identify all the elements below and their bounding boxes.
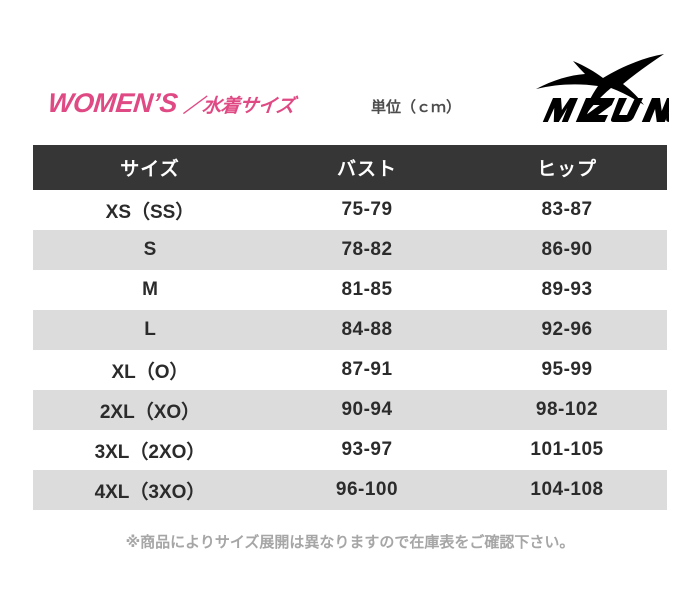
size-table: サイズ バスト ヒップ XS（SS） 75-79 83-87 S 78-82 8… (33, 145, 667, 510)
cell-hip: 95-99 (467, 350, 667, 390)
page-title: WOMEN’S ／水着サイズ (46, 88, 296, 119)
table-row: XS（SS） 75-79 83-87 (33, 190, 667, 230)
cell-size: XS（SS） (33, 190, 267, 230)
table-row: S 78-82 86-90 (33, 230, 667, 270)
cell-hip: 104-108 (467, 470, 667, 510)
table-header: サイズ バスト ヒップ (33, 145, 667, 190)
page-title-main: WOMEN’S (46, 88, 179, 118)
cell-bust: 96-100 (267, 470, 467, 510)
table-row: 4XL（3XO） 96-100 104-108 (33, 470, 667, 510)
cell-bust: 93-97 (267, 430, 467, 470)
cell-size: L (33, 310, 267, 350)
cell-bust: 87-91 (267, 350, 467, 390)
table-header-row: サイズ バスト ヒップ (33, 145, 667, 190)
column-header-hip: ヒップ (467, 145, 667, 190)
cell-bust: 78-82 (267, 230, 467, 270)
cell-bust: 81-85 (267, 270, 467, 310)
cell-size: 2XL（XO） (33, 390, 267, 430)
cell-size: XL（O） (33, 350, 267, 390)
table-body: XS（SS） 75-79 83-87 S 78-82 86-90 M 81-85… (33, 190, 667, 510)
column-header-size: サイズ (33, 145, 267, 190)
table-row: XL（O） 87-91 95-99 (33, 350, 667, 390)
table-row: 3XL（2XO） 93-97 101-105 (33, 430, 667, 470)
table-row: L 84-88 92-96 (33, 310, 667, 350)
cell-hip: 92-96 (467, 310, 667, 350)
page-header: WOMEN’S ／水着サイズ 単位（ｃｍ） (0, 0, 700, 145)
cell-bust: 75-79 (267, 190, 467, 230)
mizuno-logo (533, 52, 669, 124)
cell-hip: 86-90 (467, 230, 667, 270)
cell-bust: 90-94 (267, 390, 467, 430)
page-title-sub: ／水着サイズ (182, 96, 296, 117)
cell-size: M (33, 270, 267, 310)
table-row: M 81-85 89-93 (33, 270, 667, 310)
cell-hip: 98-102 (467, 390, 667, 430)
footnote-text: ※商品によりサイズ展開は異なりますので在庫表をご確認下さい。 (125, 534, 575, 551)
cell-hip: 83-87 (467, 190, 667, 230)
cell-size: 4XL（3XO） (33, 470, 267, 510)
cell-hip: 101-105 (467, 430, 667, 470)
column-header-bust: バスト (267, 145, 467, 190)
cell-hip: 89-93 (467, 270, 667, 310)
cell-size: S (33, 230, 267, 270)
table-row: 2XL（XO） 90-94 98-102 (33, 390, 667, 430)
cell-bust: 84-88 (267, 310, 467, 350)
unit-label: 単位（ｃｍ） (371, 99, 462, 116)
cell-size: 3XL（2XO） (33, 430, 267, 470)
